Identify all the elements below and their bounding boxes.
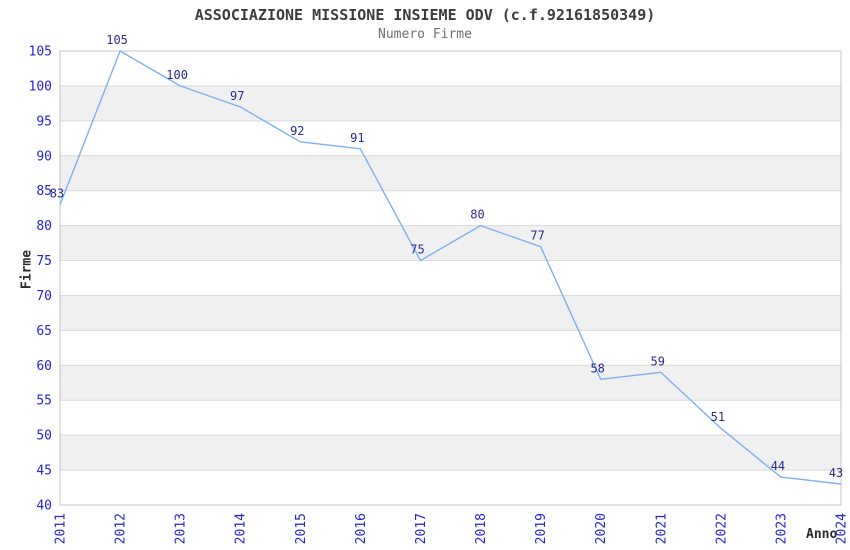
- data-label: 51: [711, 410, 725, 424]
- chart-subtitle: Numero Firme: [378, 27, 472, 42]
- chart-title: ASSOCIAZIONE MISSIONE INSIEME ODV (c.f.9…: [194, 6, 656, 24]
- x-axis-label: Anno: [806, 527, 838, 542]
- x-tick-label: 2019: [534, 513, 549, 544]
- plot-band: [60, 435, 841, 471]
- y-tick-label: 105: [29, 45, 52, 60]
- y-tick-label: 95: [36, 114, 52, 129]
- y-tick-label: 65: [36, 324, 52, 339]
- x-tick-label: 2022: [714, 513, 729, 544]
- data-label: 97: [230, 89, 244, 103]
- data-label: 77: [530, 229, 544, 243]
- plot-band: [60, 295, 841, 331]
- x-tick-label: 2020: [594, 513, 609, 544]
- data-label: 80: [470, 208, 484, 222]
- data-label: 83: [50, 187, 64, 201]
- y-tick-label: 80: [36, 219, 52, 234]
- plot-band: [60, 155, 841, 191]
- x-tick-label: 2023: [774, 513, 789, 544]
- y-tick-label: 90: [36, 149, 52, 164]
- data-label: 43: [829, 466, 843, 480]
- plot-band: [60, 365, 841, 401]
- x-tick-label: 2015: [294, 513, 309, 544]
- data-label: 75: [410, 243, 424, 257]
- y-tick-label: 40: [36, 499, 52, 514]
- data-label: 59: [651, 354, 665, 368]
- data-line: [59, 50, 842, 485]
- x-tick-label: 2013: [174, 513, 189, 544]
- plot-band: [60, 85, 841, 121]
- data-label: 44: [771, 459, 785, 473]
- y-tick-label: 60: [36, 359, 52, 374]
- y-tick-label: 75: [36, 254, 52, 269]
- x-tick-label: 2011: [54, 513, 69, 544]
- data-label: 92: [290, 124, 304, 138]
- y-tick-label: 50: [36, 429, 52, 444]
- x-tick-label: 2018: [474, 513, 489, 544]
- data-label: 105: [106, 33, 128, 47]
- x-tick-label: 2012: [114, 513, 129, 544]
- x-tick-label: 2017: [414, 513, 429, 544]
- x-tick-label: 2021: [654, 513, 669, 544]
- y-tick-label: 70: [36, 289, 52, 304]
- y-tick-label: 45: [36, 464, 52, 479]
- data-label: 100: [166, 68, 188, 82]
- y-tick-label: 100: [29, 79, 52, 94]
- x-tick-label: 2014: [234, 513, 249, 544]
- plot-border: [59, 50, 842, 506]
- y-tick-label: 85: [36, 184, 52, 199]
- x-tick-label: 2016: [354, 513, 369, 544]
- x-tick-label: 2024: [835, 513, 850, 544]
- data-label: 58: [590, 361, 604, 375]
- data-label: 91: [350, 131, 364, 145]
- y-tick-label: 55: [36, 394, 52, 409]
